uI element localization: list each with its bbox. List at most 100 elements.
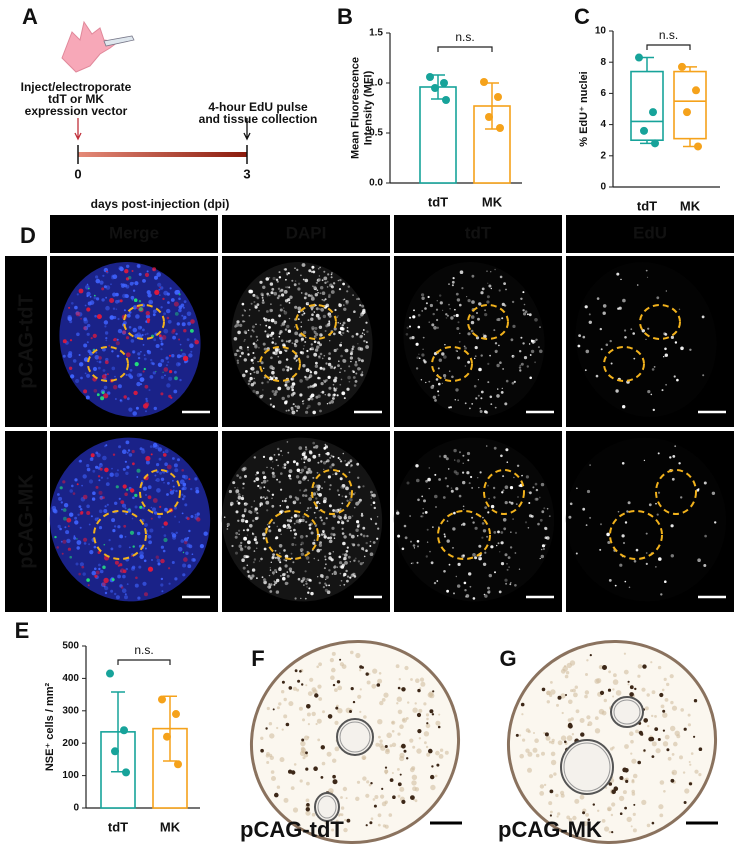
cell-signal [489, 395, 493, 399]
cell-signal [137, 352, 141, 356]
x-tick-label: tdT [108, 819, 128, 834]
cell-signal [468, 482, 471, 485]
cell-signal [157, 447, 163, 452]
cell-signal [349, 498, 353, 502]
cell-signal [86, 511, 91, 515]
cell-signal [242, 320, 245, 323]
cell-signal [117, 384, 122, 389]
cell-signal [263, 475, 267, 480]
cell-signal [150, 358, 153, 362]
cell-signal [338, 303, 341, 306]
cell-signal [319, 292, 322, 295]
cell-signal [82, 474, 87, 479]
stain-texture [396, 696, 402, 702]
cell-signal [182, 306, 185, 309]
nse-cell [651, 821, 655, 825]
cell-signal [420, 379, 423, 381]
cell-signal [348, 533, 352, 536]
cell-signal [426, 528, 429, 531]
cell-signal [345, 300, 349, 304]
cell-signal [135, 406, 139, 410]
cell-signal [346, 575, 350, 578]
cell-signal [129, 368, 133, 372]
nse-cell [365, 672, 369, 676]
cell-signal [145, 410, 147, 413]
cell-signal [116, 338, 119, 341]
stain-texture [604, 826, 610, 832]
cell-signal [296, 462, 299, 465]
cell-signal [326, 379, 329, 381]
cell-signal [167, 481, 170, 485]
cell-signal [658, 557, 662, 561]
stain-texture [402, 718, 406, 722]
cell-signal [396, 511, 400, 515]
cell-signal [299, 548, 304, 552]
cell-signal [300, 274, 302, 277]
cell-signal [62, 480, 66, 484]
stain-texture [368, 783, 372, 787]
cell-signal [332, 282, 336, 285]
cell-signal [247, 540, 251, 545]
cell-signal [411, 336, 415, 340]
cell-signal [522, 309, 525, 312]
cell-signal [255, 541, 259, 545]
nse-cell [305, 767, 309, 771]
cell-signal [299, 518, 302, 521]
cell-signal [254, 507, 258, 511]
cell-signal [177, 362, 181, 366]
stain-texture [543, 731, 546, 735]
nse-cell [332, 774, 336, 779]
cell-signal [260, 292, 264, 296]
cell-signal [249, 367, 253, 370]
cell-signal [589, 516, 592, 519]
cell-signal [283, 466, 287, 469]
cell-signal [627, 501, 631, 505]
cell-signal [182, 482, 187, 487]
cell-signal [317, 292, 319, 294]
cell-signal [154, 474, 157, 477]
cell-signal [312, 285, 314, 288]
cell-signal [169, 354, 171, 357]
stain-texture [624, 744, 629, 749]
cell-signal [462, 454, 465, 457]
cell-signal [455, 292, 459, 296]
cell-signal [347, 461, 351, 465]
cell-signal [349, 352, 353, 356]
cell-signal [126, 583, 129, 585]
stain-texture [423, 731, 430, 737]
cell-signal [504, 402, 508, 406]
hand-illustration [61, 20, 120, 73]
cell-signal [328, 569, 331, 572]
cell-signal [159, 505, 162, 508]
cell-signal [524, 521, 528, 524]
stain-texture [377, 813, 382, 818]
cell-signal [323, 276, 328, 281]
cell-signal [164, 462, 168, 467]
stain-texture [316, 665, 320, 669]
cell-signal [641, 329, 645, 333]
cell-signal [660, 593, 663, 596]
cell-signal [343, 307, 347, 311]
cell-signal [80, 376, 83, 380]
cell-signal [446, 314, 449, 317]
cell-signal [459, 332, 461, 335]
nerve-outline [336, 718, 374, 756]
cell-signal [146, 318, 151, 322]
cell-signal [297, 287, 301, 291]
cell-signal [322, 499, 327, 504]
cell-signal [605, 343, 609, 347]
cell-signal [357, 523, 361, 527]
cell-signal [286, 460, 290, 464]
cell-signal [273, 320, 278, 325]
cell-signal [67, 547, 71, 551]
cell-signal [96, 453, 101, 458]
cell-signal [270, 356, 273, 360]
cell-signal [294, 500, 296, 503]
cell-signal [115, 341, 120, 346]
cell-signal [284, 299, 289, 303]
cell-signal [323, 567, 326, 570]
cell-signal [351, 515, 354, 517]
stain-texture [414, 799, 418, 803]
cell-signal [488, 284, 492, 288]
cell-signal [99, 569, 104, 574]
